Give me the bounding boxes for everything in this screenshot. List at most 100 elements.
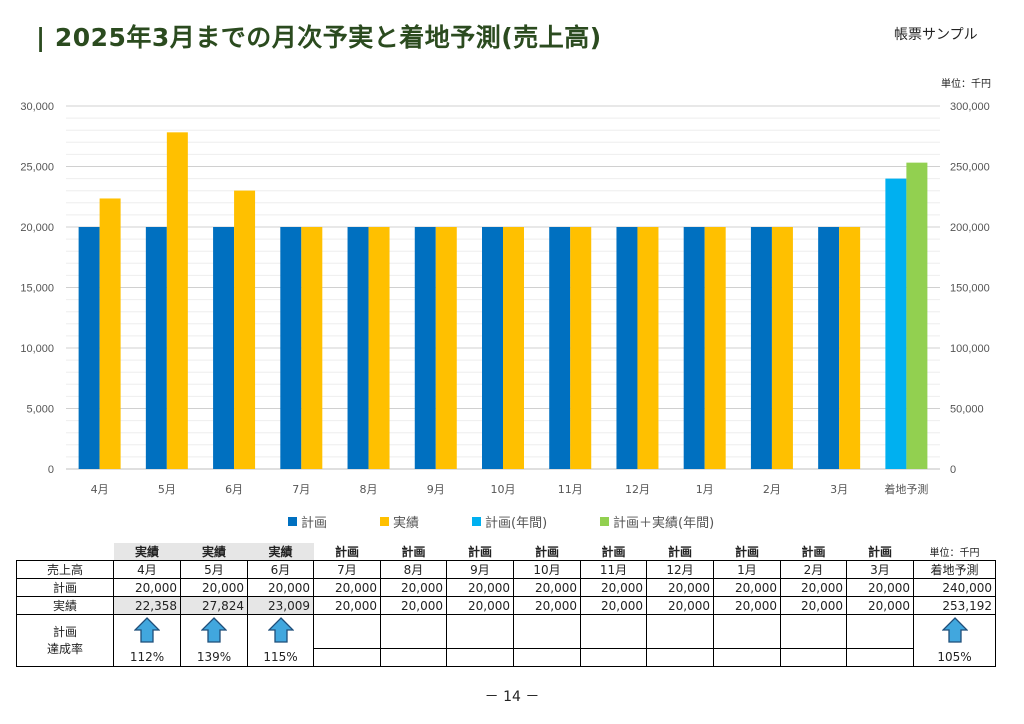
actual-row: 実績 22,358 27,824 23,009 20,000 20,000 20… [16,596,996,615]
legend-label-plan-year: 計画(年間) [485,516,548,531]
status-cell: 計画 [867,545,892,559]
up-arrow-icon [201,617,227,643]
table-unit-label: 単位：千円 [929,548,980,559]
arrow-row: 計画 達成率 [16,614,996,667]
arrow-cell-empty [313,614,381,649]
legend-label-plan: 計画 [301,516,328,531]
rate-cell [780,648,847,667]
column-header: 12月 [646,560,714,579]
plan-cell: 20,000 [846,578,914,597]
rate-cell: 139% [180,648,248,667]
bar-plan [347,227,369,469]
rate-cell [380,648,447,667]
actual-cell: 23,009 [247,596,314,615]
arrow-cell [913,614,996,649]
plan-row: 計画 20,000 20,000 20,000 20,000 20,000 20… [16,578,996,597]
legend-item-total-year: 計画＋実績(年間) [600,512,714,531]
bar-actual [368,227,390,469]
arrow-cell [247,614,314,649]
bar-actual [234,190,256,469]
legend-item-plan-year: 計画(年間) [472,512,547,531]
achievement-label: 計画 達成率 [16,614,114,667]
plan-label: 計画 [16,578,114,597]
plan-cell: 20,000 [380,578,447,597]
bar-plan [482,227,503,469]
up-arrow-icon [267,617,294,643]
rate-cell [313,648,381,667]
actual-cell: 20,000 [780,596,847,615]
y-tick-label-right: 50,000 [950,404,984,416]
bar-plan [818,227,840,469]
column-header: 5月 [180,560,248,579]
up-arrow-icon [134,617,160,643]
chart-unit-label: 単位：千円 [941,79,991,90]
x-tick-label: 着地予測 [884,482,928,496]
plan-cell: 20,000 [780,578,847,597]
row-header-sales: 売上高 [16,560,114,579]
bar-actual [771,227,793,469]
bar-plan [549,227,571,469]
rate-cell: 115% [247,648,314,667]
y-tick-label-left: 10,000 [20,343,54,355]
status-cell: 計画 [667,545,692,559]
legend-swatch-plan-year [472,517,481,526]
y-tick-label-left: 25,000 [20,162,54,174]
column-header: 10月 [513,560,581,579]
status-cell: 実績 [180,543,248,561]
column-header: 7月 [313,560,381,579]
legend-label-actual: 実績 [393,516,420,531]
x-tick-label: 10月 [491,483,516,496]
plan-cell: 20,000 [513,578,581,597]
bar-plan [145,227,167,469]
x-tick-label: 8月 [360,483,378,496]
rate-cell [513,648,581,667]
actual-cell: 20,000 [646,596,714,615]
y-tick-label-left: 30,000 [20,101,54,113]
x-tick-label: 7月 [292,483,310,496]
arrow-cell-empty [846,614,914,649]
column-header: 4月 [113,560,181,579]
rate-row: 112% 139% 115% 105% [17,648,996,667]
status-blank [17,543,114,561]
actual-cell: 20,000 [513,596,581,615]
plan-cell: 20,000 [247,578,314,597]
sample-label: 帳票サンプル [894,27,978,43]
arrow-cell-empty [780,614,847,649]
rate-cell [646,648,714,667]
actual-cell: 22,358 [113,596,181,615]
x-tick-label: 12月 [625,483,650,496]
y-tick-label-left: 0 [48,464,54,476]
bar-actual [704,227,726,469]
x-tick-label: 5月 [158,483,176,496]
rate-cell [446,648,514,667]
bar-plan [683,227,705,469]
status-cell: 実績 [247,543,314,561]
arrow-cell [180,614,248,649]
x-tick-label: 11月 [558,483,583,496]
x-tick-label: 1月 [696,483,714,496]
actual-label: 実績 [16,596,114,615]
bar-actual [435,227,457,469]
y-tick-label-right: 250,000 [950,162,990,174]
status-row: 実績 実績 実績 計画 計画 計画 計画 計画 計画 計画 計画 計画 単位：千… [17,543,996,561]
y-tick-label-right: 150,000 [950,283,990,295]
status-cell: 計画 [467,545,492,559]
actual-cell: 27,824 [180,596,248,615]
arrow-cell-empty [580,614,647,649]
y-tick-label-right: 200,000 [950,222,990,234]
rate-cell [580,648,647,667]
bar-plan [280,227,302,469]
actual-cell: 20,000 [580,596,647,615]
bar-actual [166,132,188,470]
bar-actual [503,227,524,469]
y-tick-label-left: 15,000 [20,283,54,295]
achievement-label-line1: 計画 [52,624,77,639]
column-header: 2月 [780,560,847,579]
column-header: 1月 [713,560,781,579]
bar-plan [78,227,100,469]
plan-cell: 20,000 [713,578,781,597]
bar-actual [99,198,121,469]
arrow-cell-empty [380,614,447,649]
plan-cell: 20,000 [180,578,248,597]
y-tick-label-right: 100,000 [950,343,990,355]
